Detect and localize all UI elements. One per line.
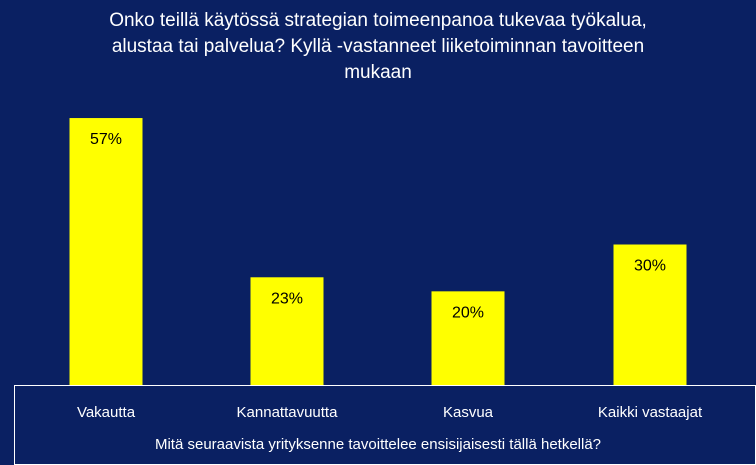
category-label-4: Kaikki vastaajat (598, 404, 703, 421)
category-labels-group: Vakautta Kannattavuutta Kasvua Kaikki vasta… (77, 404, 703, 421)
bar-kaikki-vastaajat (613, 244, 687, 385)
chart-title-line-2: alustaa tai palvelua? Kyllä -vastanneet … (111, 36, 645, 57)
data-label-3: 20% (452, 304, 484, 321)
category-label-3: Kasvua (443, 404, 494, 421)
bar-kasvua (431, 291, 505, 385)
data-label-4: 30% (634, 258, 666, 275)
chart-title-line-3: mukaan (344, 62, 412, 83)
chart-title-line-1: Onko teillä käytössä strategian toimeenp… (109, 10, 647, 31)
bars-group (69, 118, 687, 386)
category-label-1: Vakautta (77, 404, 136, 421)
bar-labels-group: 57% 23% 20% 30% (90, 131, 666, 321)
category-label-2: Kannattavuutta (237, 404, 339, 421)
chart-title: Onko teillä käytössä strategian toimeenp… (60, 8, 696, 86)
bar-kannattavuutta (250, 277, 324, 385)
data-label-2: 23% (271, 290, 303, 307)
data-label-1: 57% (90, 131, 122, 148)
x-axis-label: Mitä seuraavista yrityksenne tavoittelee… (155, 436, 601, 453)
bar-vakautta (69, 118, 143, 386)
